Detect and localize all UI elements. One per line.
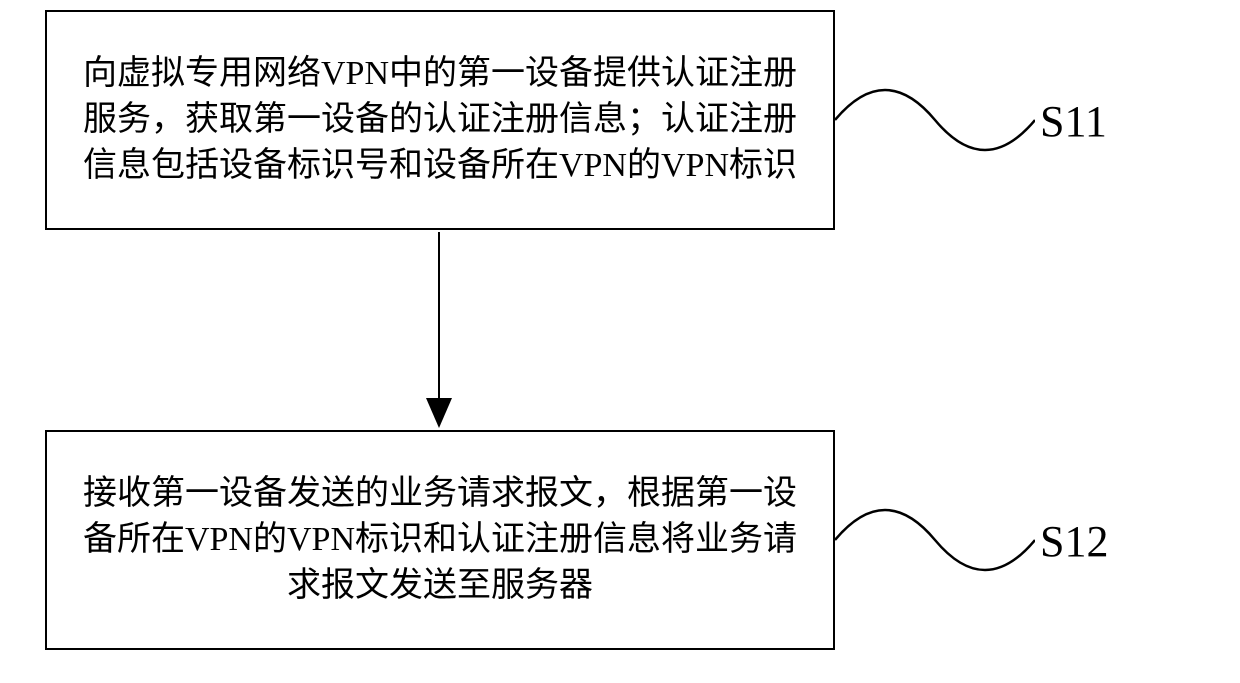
arrow-line [438,232,440,402]
arrow-head-icon [426,398,452,428]
flowchart-node-s11: 向虚拟专用网络VPN中的第一设备提供认证注册服务，获取第一设备的认证注册信息；认… [45,10,835,230]
node-label-s11: S11 [1040,96,1107,147]
flowchart-node-s12: 接收第一设备发送的业务请求报文，根据第一设备所在VPN的VPN标识和认证注册信息… [45,430,835,650]
node-label-s12: S12 [1040,516,1108,567]
node-text: 接收第一设备发送的业务请求报文，根据第一设备所在VPN的VPN标识和认证注册信息… [77,471,803,609]
wave-connector-icon [835,490,1035,590]
node-text: 向虚拟专用网络VPN中的第一设备提供认证注册服务，获取第一设备的认证注册信息；认… [77,51,803,189]
wave-connector-icon [835,70,1035,170]
flowchart-diagram: 向虚拟专用网络VPN中的第一设备提供认证注册服务，获取第一设备的认证注册信息；认… [0,0,1240,683]
